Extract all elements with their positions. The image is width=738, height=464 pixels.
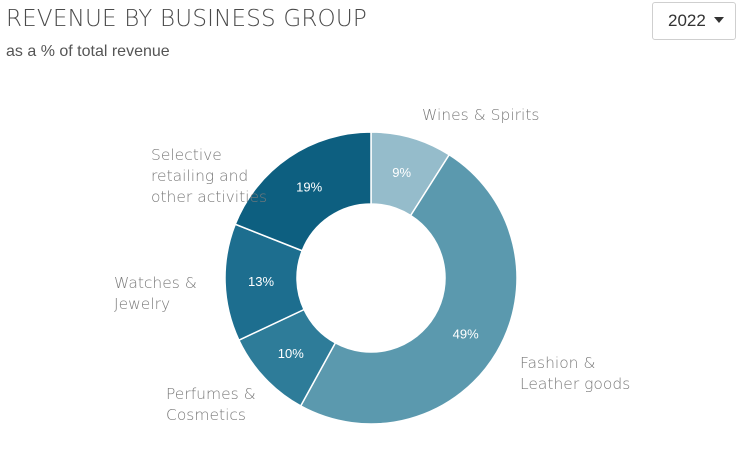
percent-label-fashion-and-leather-goods: 49% [453,326,479,341]
percent-label-wines-and-spirits: 9% [392,165,411,180]
category-label-fashion-and-leather-goods: Fashion & Leather goods [520,354,630,393]
slice-selective-retailing-and-other-activities[interactable] [234,131,372,252]
slice-fashion-and-leather-goods[interactable] [299,153,518,425]
year-dropdown-value: 2022 [668,11,706,30]
donut-slices [224,131,518,425]
percent-label-perfumes-and-cosmetics: 10% [278,346,304,361]
category-label-watches-and-jewelry: Watches & Jewelry [114,274,197,313]
category-labels: Wines & Spirits Fashion & Leather goods Per… [114,106,630,424]
percent-labels: 9% 49% 10% 13% 19% [248,165,479,361]
percent-label-watches-and-jewelry: 13% [248,274,274,289]
chart-subtitle: as a % of total revenue [6,43,170,60]
category-label-wines-and-spirits: Wines & Spirits [422,106,539,124]
percent-label-selective-retailing-and-other-activities: 19% [296,180,322,195]
year-dropdown[interactable]: 2022 [652,2,736,40]
category-label-selective-retailing-and-other-activities: Selective retailing and other activities [151,146,267,206]
category-label-perfumes-and-cosmetics: Perfumes & Cosmetics [166,385,256,424]
caret-down-icon [713,17,724,23]
chart-title: REVENUE BY BUSINESS GROUP [6,6,367,32]
